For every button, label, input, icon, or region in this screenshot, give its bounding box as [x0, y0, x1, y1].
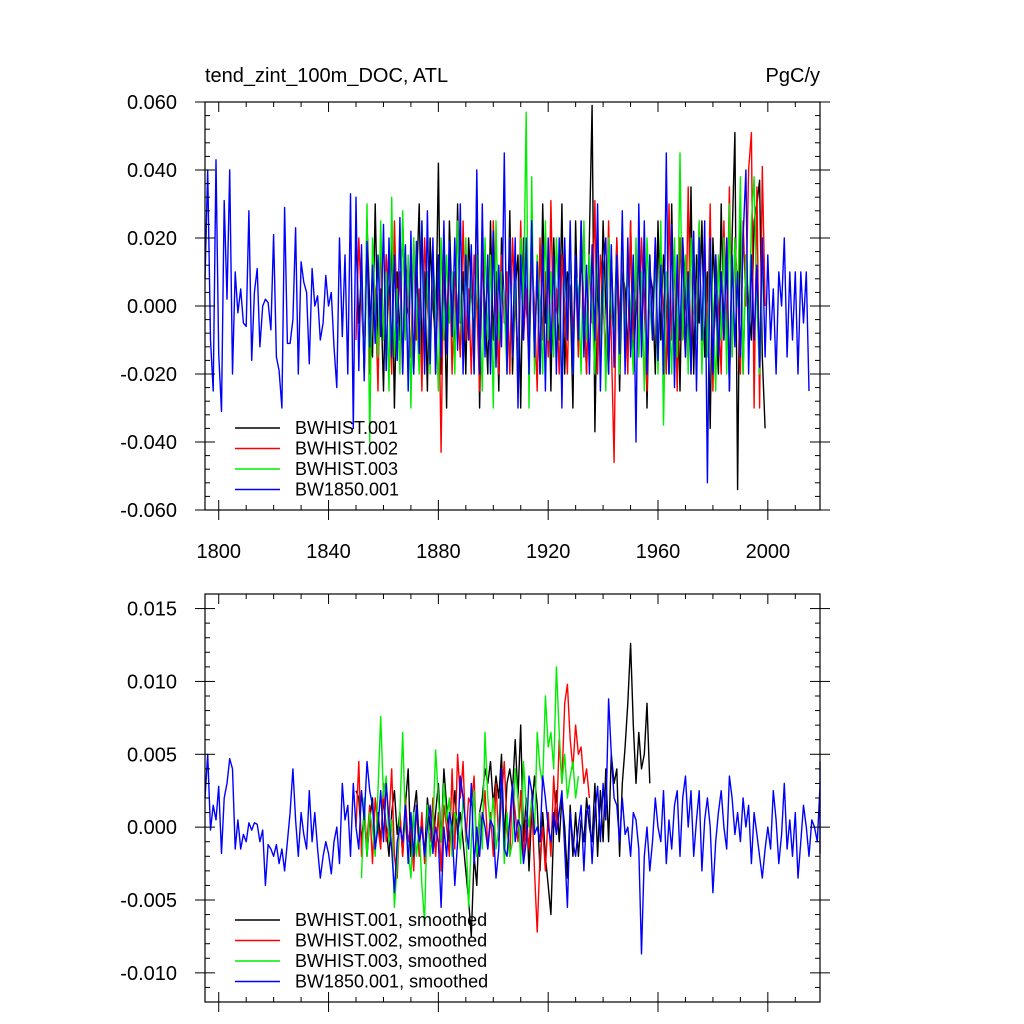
top-panel: tend_zint_100m_DOC, ATL PgC/y 1800 1840 18… [120, 65, 830, 563]
y-tick-label: 0.015 [127, 599, 177, 621]
y-tick-label: 0.005 [127, 744, 177, 766]
y-tick-label: -0.020 [120, 364, 177, 386]
bottom-ticks-layer: -0.010 -0.005 0.000 0.005 0.010 0.015 [120, 593, 830, 1012]
y-tick-label: 0.020 [127, 228, 177, 250]
legend-label-2: BWHIST.002, smoothed [295, 931, 487, 951]
bottom-panel: -0.010 -0.005 0.000 0.005 0.010 0.015 BWHIST.… [120, 593, 830, 1012]
series-line-4 [204, 698, 821, 955]
y-tick-label: 0.060 [127, 92, 177, 114]
y-tick-label: 0.000 [127, 817, 177, 839]
y-tick-label: 0.000 [127, 296, 177, 318]
x-tick-label: 1840 [306, 541, 351, 563]
x-tick-label: 1880 [416, 541, 461, 563]
y-tick-label: -0.040 [120, 432, 177, 454]
top-panel-title: tend_zint_100m_DOC, ATL [205, 65, 448, 87]
bottom-series-layer [204, 642, 821, 955]
top-ticks-layer: 1800 1840 1880 1920 1960 2000 -0.060 -0.040 -0.0… [120, 92, 830, 563]
legend-label-4: BW1850.001, smoothed [295, 972, 488, 992]
legend-label-2: BWHIST.002 [295, 439, 398, 459]
legend-label-1: BWHIST.001, smoothed [295, 910, 487, 930]
x-tick-label: 2000 [746, 541, 791, 563]
x-tick-label: 1960 [636, 541, 681, 563]
legend-label-1: BWHIST.001 [295, 418, 398, 438]
y-tick-label: -0.010 [120, 963, 177, 985]
y-tick-label: -0.060 [120, 500, 177, 522]
legend-label-3: BWHIST.003 [295, 459, 398, 479]
legend-label-3: BWHIST.003, smoothed [295, 951, 487, 971]
y-tick-label: 0.010 [127, 671, 177, 693]
x-tick-label: 1800 [196, 541, 241, 563]
top-panel-units: PgC/y [766, 65, 820, 87]
x-tick-label: 1920 [526, 541, 571, 563]
y-tick-label: -0.005 [120, 890, 177, 912]
legend-label-4: BW1850.001 [295, 480, 399, 500]
top-series-layer [204, 104, 810, 491]
y-tick-label: 0.040 [127, 160, 177, 182]
series-line-2 [355, 683, 591, 933]
series-line-4 [204, 152, 810, 484]
